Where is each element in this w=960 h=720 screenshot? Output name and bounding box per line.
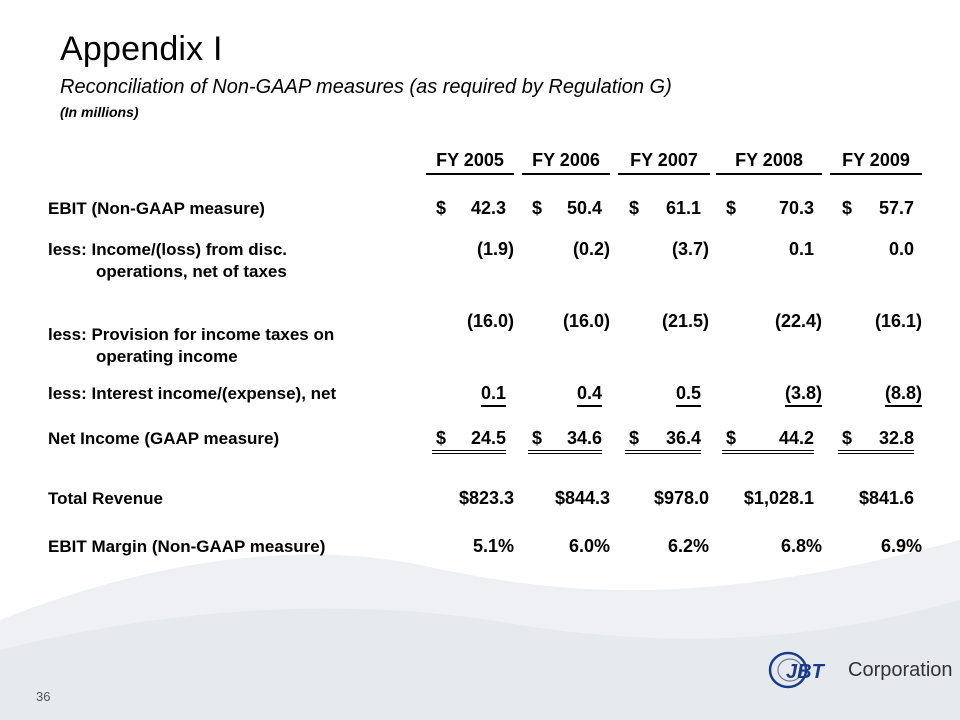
disc-ops-fy2005: (1.9)	[476, 239, 514, 259]
taxes-fy2008: (22.4)	[774, 311, 822, 331]
page-number: 36	[36, 689, 51, 704]
net-income-fy2009: $32.8	[838, 428, 914, 454]
currency-symbol: $	[726, 198, 737, 218]
net-income-fy2006: $34.6	[528, 428, 602, 454]
margin-fy2007: 6.2%	[667, 536, 709, 556]
net-income-fy2008: $44.2	[722, 428, 814, 454]
margin-fy2008: 6.8%	[780, 536, 822, 556]
header-fy2007: FY 2007	[618, 150, 710, 175]
margin-fy2005: 5.1%	[472, 536, 514, 556]
taxes-fy2005: (16.0)	[466, 311, 514, 331]
interest-fy2007: 0.5	[629, 383, 701, 407]
header-fy2006: FY 2006	[522, 150, 610, 175]
interest-fy2006: 0.4	[532, 383, 602, 407]
ebit-fy2009: $57.7	[842, 198, 914, 218]
interest-fy2008: (3.8)	[726, 383, 822, 407]
row-label-margin: EBIT Margin (Non-GAAP measure)	[48, 537, 326, 556]
currency-symbol: $	[842, 198, 853, 218]
taxes-fy2009: (16.1)	[874, 311, 922, 331]
net-income-fy2005: $24.5	[432, 428, 506, 454]
logo-wordmark: Corporation	[848, 658, 953, 681]
interest-fy2005: 0.1	[436, 383, 506, 407]
ebit-fy2006: $50.4	[532, 198, 602, 218]
ebit-fy2007: $61.1	[629, 198, 701, 218]
currency-symbol: $	[532, 428, 543, 448]
unit-note: (In millions)	[60, 104, 139, 120]
currency-symbol: $	[842, 428, 853, 448]
slide-subtitle: Reconciliation of Non-GAAP measures (as …	[60, 76, 672, 98]
disc-ops-fy2008: 0.1	[788, 239, 814, 259]
disc-ops-fy2009: 0.0	[888, 239, 914, 259]
row-label-interest: less: Interest income/(expense), net	[48, 384, 337, 403]
currency-symbol: $	[726, 428, 737, 448]
row-label-revenue: Total Revenue	[48, 489, 163, 508]
currency-symbol: $	[532, 198, 543, 218]
disc-ops-fy2007: (3.7)	[671, 239, 709, 259]
row-label-ebit: EBIT (Non-GAAP measure)	[48, 199, 265, 218]
currency-symbol: $	[629, 198, 640, 218]
margin-fy2006: 6.0%	[568, 536, 610, 556]
header-fy2005: FY 2005	[426, 150, 514, 175]
jbt-logo: JBT Corporation	[766, 650, 953, 690]
margin-fy2009: 6.9%	[880, 536, 922, 556]
currency-symbol: $	[436, 198, 447, 218]
ebit-fy2008: $70.3	[726, 198, 814, 218]
svg-text:JBT: JBT	[786, 661, 826, 683]
taxes-fy2006: (16.0)	[562, 311, 610, 331]
revenue-fy2008: $1,028.1	[743, 488, 814, 508]
row-label-net-income: Net Income (GAAP measure)	[48, 429, 280, 448]
ebit-fy2005: $42.3	[436, 198, 506, 218]
header-fy2008: FY 2008	[716, 150, 822, 175]
revenue-fy2005: $823.3	[458, 488, 514, 508]
net-income-fy2007: $36.4	[625, 428, 701, 454]
currency-symbol: $	[436, 428, 447, 448]
jbt-logo-mark-icon: JBT	[768, 651, 826, 689]
revenue-fy2007: $978.0	[653, 488, 709, 508]
row-label-disc-ops: less: Income/(loss) from disc. operations…	[48, 240, 288, 281]
taxes-fy2007: (21.5)	[661, 311, 709, 331]
row-label-taxes: less: Provision for income taxes on opera…	[48, 325, 335, 366]
header-fy2009: FY 2009	[830, 150, 922, 175]
revenue-fy2006: $844.3	[554, 488, 610, 508]
interest-fy2009: (8.8)	[842, 383, 922, 407]
revenue-fy2009: $841.6	[858, 488, 914, 508]
slide-title: Appendix I	[60, 30, 223, 68]
currency-symbol: $	[629, 428, 640, 448]
disc-ops-fy2006: (0.2)	[572, 239, 610, 259]
